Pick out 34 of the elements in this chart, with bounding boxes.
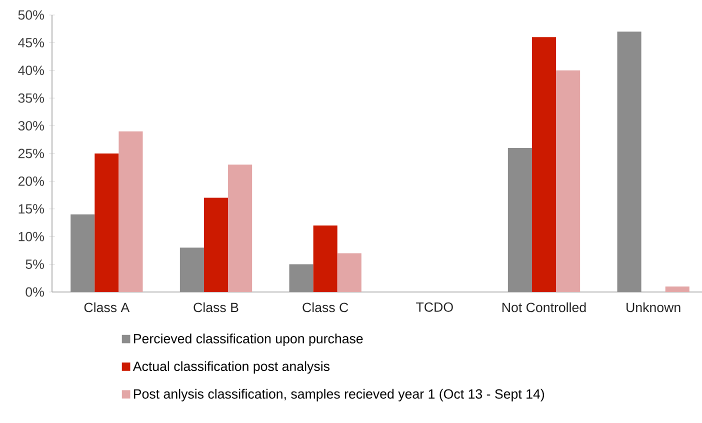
y-tick-label: 40% (18, 66, 44, 76)
y-tick-label: 50% (18, 10, 44, 20)
bar (508, 148, 532, 292)
y-tick-label: 0% (26, 287, 44, 297)
bar (617, 32, 642, 292)
bar (313, 226, 338, 292)
bar (228, 164, 252, 292)
bar (289, 264, 314, 292)
legend-label: Actual classification post analysis (132, 361, 330, 374)
y-tick-label: 30% (18, 121, 44, 131)
y-tick-label: 5% (26, 260, 44, 269)
legend-label: Percieved classification upon purchase (134, 334, 363, 346)
bar (532, 37, 556, 292)
legend-label: Post anlysis classification, samples recieved year 1 (Oct 13 - Sept 14) (134, 388, 544, 402)
x-tick-label: Class A (84, 302, 130, 312)
y-tick-label: 10% (18, 232, 44, 242)
y-tick-label: 25% (18, 148, 44, 158)
y-tick-label: 45% (18, 38, 44, 48)
bar (118, 131, 143, 292)
y-tick-label: 15% (18, 204, 44, 214)
y-tick-label: 35% (18, 93, 44, 103)
x-tick-label: TCDO (416, 302, 453, 312)
bar (70, 214, 95, 292)
bar (556, 70, 580, 292)
bar (665, 286, 690, 292)
bar (204, 198, 228, 292)
bar (337, 253, 362, 292)
x-tick-label: Class C (302, 302, 348, 312)
x-tick-label: Unknown (626, 302, 680, 312)
x-tick-label: Not Controlled (502, 302, 586, 312)
bar (180, 248, 204, 292)
bar (94, 153, 119, 292)
y-tick-label: 20% (18, 176, 44, 186)
x-tick-label: Class B (194, 302, 238, 312)
